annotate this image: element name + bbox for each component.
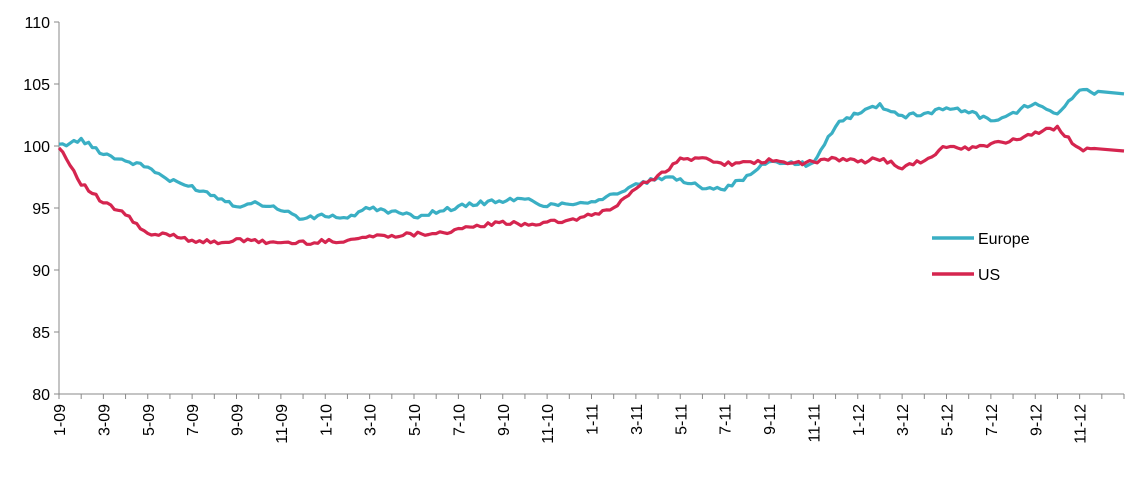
y-tick-label: 90 xyxy=(32,263,50,280)
axes: 80 85 90 95 100 105 110 1-09 3-09 5-09 7-09 9-09 11-… xyxy=(23,15,1125,444)
x-tick-label: 5-10 xyxy=(407,404,424,436)
legend: Europe US xyxy=(932,231,1030,284)
y-tick-label: 85 xyxy=(32,325,50,342)
x-tick-label: 1-10 xyxy=(318,404,335,436)
x-tick-label: 9-09 xyxy=(230,404,247,436)
x-tick-label: 7-11 xyxy=(718,404,735,435)
x-tick-label: 7-10 xyxy=(451,404,468,436)
x-tick-label: 5-09 xyxy=(141,404,158,436)
x-tick-label: 3-10 xyxy=(363,404,380,436)
x-tick-label: 9-12 xyxy=(1028,404,1045,436)
x-tick-label: 1-09 xyxy=(52,404,69,436)
legend-label-us: US xyxy=(978,267,1000,284)
series-line-europe xyxy=(58,87,1125,221)
series-line-us xyxy=(57,124,1125,246)
series-layer xyxy=(57,87,1125,246)
x-tick-label: 3-09 xyxy=(96,404,113,436)
x-tick-label: 9-11 xyxy=(762,404,779,435)
y-tick-label: 100 xyxy=(23,139,50,156)
x-tick-label: 1-11 xyxy=(585,404,602,435)
x-tick-label: 5-11 xyxy=(673,404,690,435)
x-tick-label: 11-09 xyxy=(274,404,291,444)
y-tick-label: 95 xyxy=(32,201,50,218)
x-tick-label: 5-12 xyxy=(940,404,957,436)
x-tick-label: 9-10 xyxy=(496,404,513,436)
x-tick-label: 11-10 xyxy=(540,404,557,444)
x-tick-label: 7-09 xyxy=(185,404,202,436)
x-tick-label: 11-12 xyxy=(1073,404,1090,444)
y-tick-label: 105 xyxy=(23,77,50,94)
x-tick-label: 7-12 xyxy=(984,404,1001,436)
legend-label-europe: Europe xyxy=(978,231,1030,248)
y-tick-label: 110 xyxy=(24,15,50,32)
y-tick-label: 80 xyxy=(32,387,50,404)
x-tick-label: 1-12 xyxy=(851,404,868,436)
x-tick-label: 11-11 xyxy=(806,404,823,443)
x-tick-label: 3-12 xyxy=(895,404,912,436)
x-tick-label: 3-11 xyxy=(629,404,646,435)
